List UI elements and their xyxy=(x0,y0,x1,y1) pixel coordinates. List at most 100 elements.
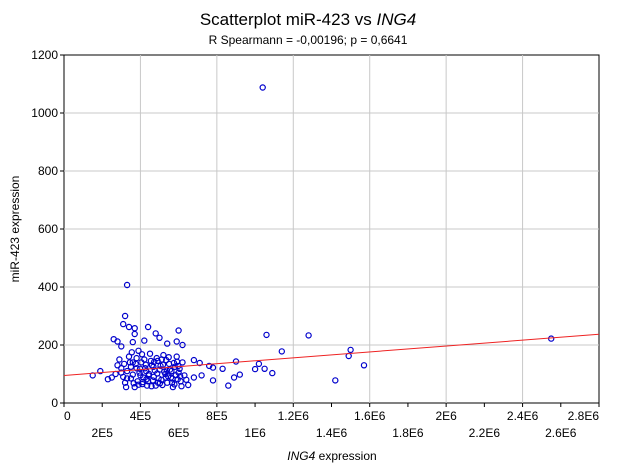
data-point xyxy=(146,350,154,357)
data-point xyxy=(259,84,266,91)
x-tick-label-upper: 8E5 xyxy=(206,409,228,423)
data-points xyxy=(89,84,555,391)
data-point xyxy=(150,363,157,370)
y-tick-label: 1200 xyxy=(31,48,58,62)
data-point xyxy=(181,372,188,379)
data-point xyxy=(97,367,104,375)
data-point xyxy=(219,365,226,372)
data-point xyxy=(190,374,198,381)
data-point xyxy=(118,369,125,376)
x-axis-label: ING4 expression xyxy=(287,449,376,463)
data-point xyxy=(251,365,259,373)
data-point xyxy=(123,375,131,382)
data-point xyxy=(118,343,125,350)
data-point xyxy=(173,358,181,365)
data-point xyxy=(131,330,138,338)
x-tick-label-upper: 1.6E6 xyxy=(354,409,386,423)
data-point xyxy=(263,331,270,339)
x-tick-label-upper: 0 xyxy=(64,409,71,423)
data-point xyxy=(171,381,178,388)
data-point xyxy=(138,351,146,358)
data-point xyxy=(149,377,156,384)
x-tick-label-lower: 2E5 xyxy=(92,426,114,440)
data-point xyxy=(175,327,182,334)
data-point xyxy=(190,356,198,364)
data-point xyxy=(178,383,185,390)
data-point xyxy=(154,379,162,386)
data-point xyxy=(120,360,128,368)
data-point xyxy=(144,323,152,331)
data-point xyxy=(184,381,192,389)
y-tick-label: 1000 xyxy=(31,106,58,120)
regression-line xyxy=(63,333,600,376)
data-point xyxy=(129,371,136,378)
data-point xyxy=(135,347,142,354)
x-tick-label-lower: 2.2E6 xyxy=(469,426,501,440)
y-tick-label: 400 xyxy=(38,280,58,294)
grid-lines xyxy=(64,55,599,403)
data-point xyxy=(255,360,263,368)
data-point xyxy=(129,338,136,346)
data-point xyxy=(209,364,217,371)
x-tick-label-upper: 4E5 xyxy=(130,409,152,423)
data-point xyxy=(169,375,176,382)
data-point xyxy=(143,382,151,389)
data-point xyxy=(261,365,268,372)
y-tick-label: 0 xyxy=(51,396,58,410)
data-point xyxy=(148,383,155,390)
x-tick-label-upper: 1.2E6 xyxy=(278,409,310,423)
data-point xyxy=(269,369,276,377)
data-point xyxy=(121,312,129,320)
data-point xyxy=(136,365,144,372)
data-point xyxy=(347,346,354,354)
y-tick-label: 200 xyxy=(38,338,58,352)
data-point xyxy=(142,361,149,368)
data-point xyxy=(278,348,285,355)
data-point xyxy=(122,383,130,391)
x-tick-label-upper: 2E6 xyxy=(435,409,457,423)
data-point xyxy=(165,354,172,361)
plot-area xyxy=(63,54,600,404)
data-point xyxy=(158,356,165,363)
data-point xyxy=(125,353,133,360)
data-point xyxy=(114,338,121,345)
data-point xyxy=(156,334,163,341)
x-tick-label-lower: 2.6E6 xyxy=(545,426,577,440)
data-point xyxy=(132,360,139,368)
data-point xyxy=(163,340,171,347)
x-tick-label-upper: 2.4E6 xyxy=(507,409,539,423)
data-point xyxy=(236,371,243,378)
data-point xyxy=(123,281,131,289)
data-point xyxy=(152,330,159,337)
y-tick-label: 800 xyxy=(38,164,58,178)
x-axis-ticks: 0 4E5 8E5 1.2E6 1.6E6 2E6 2.4E6 2.8E6 2E5 6E5 1E6 1… xyxy=(63,403,600,440)
data-point xyxy=(128,349,135,356)
chart-title: Scatterplot miR-423 vs ING4 xyxy=(200,10,416,29)
x-tick-label-lower: 1.4E6 xyxy=(316,426,348,440)
data-point xyxy=(230,374,238,381)
data-point xyxy=(196,359,203,367)
x-tick-label-lower: 1E6 xyxy=(244,426,266,440)
chart-subtitle: R Spearmann = -0,00196; p = 0,6641 xyxy=(209,33,408,47)
data-point xyxy=(147,357,155,365)
data-point xyxy=(108,374,116,381)
data-point xyxy=(332,377,339,384)
data-point xyxy=(173,338,180,345)
data-point xyxy=(126,359,134,366)
x-tick-label-lower: 6E5 xyxy=(168,426,190,440)
data-point xyxy=(127,363,135,370)
data-point xyxy=(162,374,169,381)
data-point xyxy=(116,356,123,363)
data-point xyxy=(133,354,140,362)
data-point xyxy=(205,362,213,370)
data-point xyxy=(125,323,133,331)
x-tick-label-lower: 1.8E6 xyxy=(392,426,424,440)
y-axis-label: miR-423 expression xyxy=(8,176,22,283)
data-point xyxy=(119,320,127,328)
data-point xyxy=(153,370,161,377)
chart-title-prefix: Scatterplot miR-423 vs xyxy=(200,10,377,29)
data-point xyxy=(135,381,142,388)
data-point xyxy=(179,341,186,349)
y-axis-ticks: 0 200 400 600 800 1000 1200 xyxy=(31,48,64,410)
